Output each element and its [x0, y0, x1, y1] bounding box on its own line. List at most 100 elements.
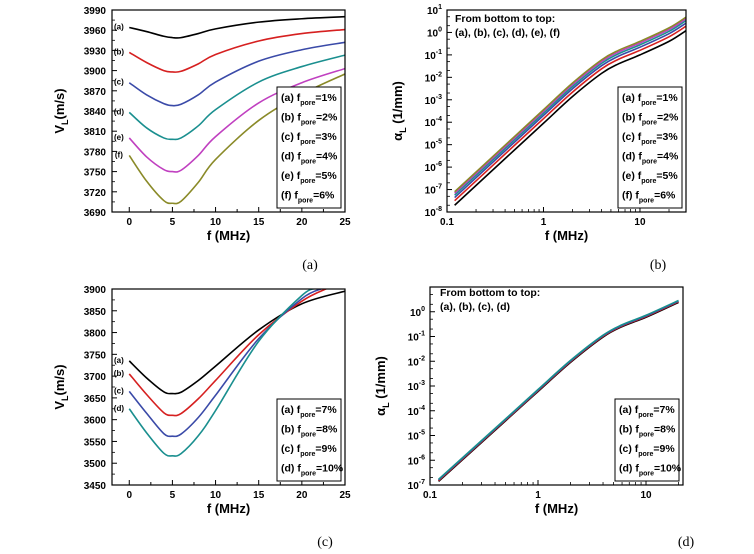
legend-subscript: pore	[300, 412, 315, 419]
legend-label: (a) f	[619, 404, 639, 416]
legend-value: =5%	[656, 170, 678, 182]
legend-value: =2%	[657, 112, 679, 124]
y-tick-base: 10	[408, 357, 420, 368]
y-tick-label: 10-7	[425, 184, 442, 197]
y-tick-exponent: 0	[421, 306, 425, 313]
chart-panel-3: (a) (b) (c) (d) 0 5 10 15 20 25 3450 3500 3550 3600 36…	[52, 285, 351, 550]
y-tick-label: 10-5	[425, 139, 442, 152]
y-label-main: α	[373, 408, 388, 416]
x-axis-label: f (MHz)	[535, 501, 578, 516]
plot-frame	[446, 9, 687, 213]
legend-value: =8%	[654, 424, 676, 436]
legend-label: (c) f	[281, 443, 301, 455]
legend-entry-1: (a) fpore=1%	[281, 92, 337, 107]
y-tick-label: 3600	[84, 416, 107, 427]
legend-subscript: pore	[639, 198, 654, 205]
y-tick-label: 100	[427, 26, 442, 39]
chart-panel-2: 0.1 1 1010-810-710-610-510-410-310-210-110…	[390, 4, 687, 273]
y-tick-label: 10-2	[408, 355, 425, 368]
y-tick-label: 3500	[84, 459, 107, 470]
legend-value: =1%	[315, 92, 337, 104]
y-tick-base: 10	[425, 208, 437, 219]
x-tick-label: 15	[253, 490, 265, 501]
y-tick-base: 10	[425, 118, 437, 129]
annotation-line-1: From bottom to top:	[440, 287, 540, 299]
y-tick-label: 10-3	[408, 380, 425, 393]
panel-caption: (c)	[317, 535, 333, 550]
x-axis-label: f (MHz)	[207, 228, 250, 243]
legend-label: (b) f	[281, 112, 301, 124]
series-line-4	[438, 299, 679, 480]
y-tick-exponent: -3	[436, 94, 442, 101]
y-tick-base: 10	[427, 28, 439, 39]
legend-entry-3: (c) fpore=9%	[281, 443, 337, 458]
legend-subscript: pore	[641, 178, 656, 185]
y-label-main: α	[390, 133, 405, 141]
series-group	[454, 16, 686, 206]
legend-subscript: pore	[639, 432, 654, 439]
y-axis-label: VL(m/s)	[52, 364, 70, 409]
series-line-3	[454, 22, 686, 199]
legend-entry-6: (f) fpore=6%	[281, 190, 335, 205]
y-tick-label: 10-6	[425, 161, 442, 174]
legend-label: (b) f	[622, 112, 642, 124]
curve-label-5: (e)	[114, 133, 124, 142]
x-tick-label: 0	[126, 490, 132, 501]
legend-subscript: pore	[300, 100, 315, 107]
legend-entry-5: (e) fpore=5%	[622, 170, 678, 185]
legend-entry-4: (d) fpore=4%	[622, 151, 679, 166]
series-group	[128, 289, 345, 457]
y-tick-label: 3550	[84, 437, 107, 448]
legend-entry-2: (b) fpore=8%	[619, 424, 676, 439]
y-tick-label: 3750	[84, 168, 107, 179]
y-tick-label: 3870	[84, 87, 107, 98]
chart-panel-1: (a) (b) (c) (d) (e) (f) 0 5 10 15 20 25 3690 3720 3750…	[52, 6, 351, 273]
curve-label-6: (f)	[115, 150, 123, 159]
y-axis-label: αL (1/mm)	[390, 81, 408, 141]
y-tick-base: 10	[410, 308, 422, 319]
y-tick-base: 10	[425, 163, 437, 174]
legend-subscript: pore	[300, 139, 315, 146]
legend-subscript: pore	[301, 120, 316, 127]
legend-label: (c) f	[619, 443, 639, 455]
legend-value: =7%	[315, 404, 337, 416]
legend-subscript: pore	[638, 451, 653, 458]
series-line-1	[128, 290, 345, 395]
legend-box	[276, 86, 342, 209]
x-tick-label: 10	[634, 217, 646, 228]
y-tick-exponent: -5	[436, 139, 442, 146]
legend-value: =1%	[656, 92, 678, 104]
x-tick-label: 25	[339, 217, 351, 228]
legend-label: (d) f	[281, 463, 301, 475]
y-label-sub: L	[398, 127, 408, 133]
legend-entry-4: (d) fpore=10%	[619, 463, 682, 478]
legend-subscript: pore	[641, 100, 656, 107]
series-line-2	[128, 289, 328, 417]
y-tick-label: 10-2	[425, 71, 442, 84]
y-tick-label: 3780	[84, 147, 107, 158]
legend-entry-3: (c) fpore=3%	[622, 131, 678, 146]
y-tick-exponent: -4	[419, 405, 425, 412]
legend-box	[276, 398, 342, 482]
legend-value: =5%	[315, 170, 337, 182]
legend-label: (a) f	[281, 404, 301, 416]
legend-value: =9%	[315, 443, 337, 455]
legend-subscript: pore	[298, 198, 313, 205]
legend-box	[617, 86, 683, 209]
y-label-tail: (m/s)	[52, 364, 67, 395]
legend-value: =8%	[316, 424, 338, 436]
y-tick-base: 10	[425, 141, 437, 152]
y-tick-label: 100	[410, 306, 425, 319]
legend-entry-2: (b) fpore=2%	[281, 112, 338, 127]
y-tick-label: 3800	[84, 329, 107, 340]
y-label-main: V	[52, 125, 67, 134]
series-line-3	[128, 41, 345, 107]
x-tick-label: 25	[339, 490, 351, 501]
legend-label: (d) f	[281, 151, 301, 163]
legend-subscript: pore	[641, 139, 656, 146]
y-tick-label: 3450	[84, 481, 107, 492]
legend-value: =4%	[316, 151, 338, 163]
legend-label: (a) f	[622, 92, 642, 104]
y-tick-label: 3990	[84, 6, 107, 17]
